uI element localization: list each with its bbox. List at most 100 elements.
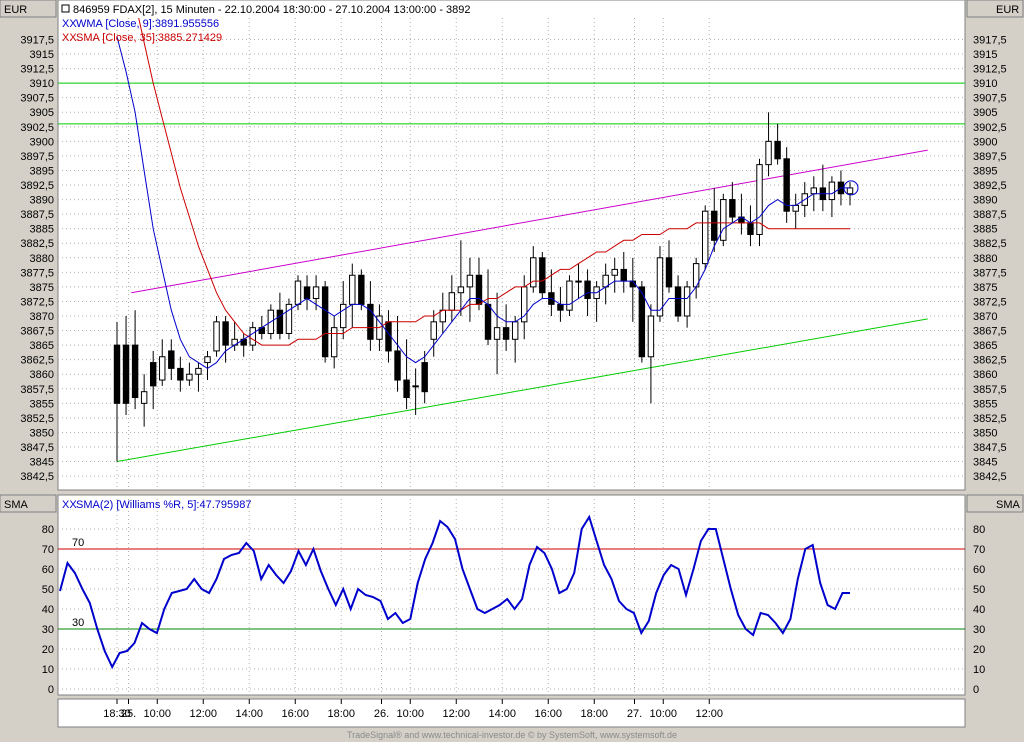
- candle-body: [493, 327, 501, 340]
- price-tick-left: 3895: [30, 165, 54, 177]
- price-tick-left: 3870: [30, 311, 54, 323]
- candle-body: [557, 303, 564, 311]
- price-tick-left: 3902,5: [20, 122, 54, 134]
- price-tick-left: 3912,5: [20, 64, 54, 76]
- candle-body: [783, 158, 790, 212]
- candle-body: [729, 199, 736, 218]
- price-unit-right: EUR: [996, 4, 1019, 16]
- price-tick-left: 3887,5: [20, 209, 54, 221]
- candle-body: [149, 362, 157, 387]
- time-label: 18:00: [580, 708, 608, 720]
- price-tick-right: 3865: [973, 340, 997, 352]
- time-label: 18:30: [103, 708, 131, 720]
- candle-body: [349, 274, 356, 305]
- price-tick-right: 3905: [973, 107, 997, 119]
- price-tick-left: 3917,5: [20, 34, 54, 46]
- time-label: 27.: [627, 708, 642, 720]
- candle-body: [720, 199, 727, 241]
- price-tick-left: 3910: [30, 78, 54, 90]
- price-header: 846959 FDAX[2], 15 Minuten - 22.10.2004 …: [73, 4, 471, 16]
- price-tick-left: 3842,5: [20, 471, 54, 483]
- candle-body: [656, 257, 664, 317]
- time-label: 10:00: [649, 708, 677, 720]
- indicator-tick-right: 80: [973, 524, 985, 536]
- price-tick-left: 3847,5: [20, 442, 54, 454]
- indicator-tick-right: 20: [973, 644, 985, 656]
- price-tick-right: 3880: [973, 253, 997, 265]
- price-tick-left: 3865: [30, 340, 54, 352]
- price-tick-left: 3897,5: [20, 151, 54, 163]
- candle-body: [276, 309, 284, 334]
- candle-body: [584, 280, 591, 300]
- candle-body: [701, 210, 709, 265]
- candle-body: [213, 321, 220, 352]
- sma-label: SMA [Close, 35]:3885.271429: [76, 32, 222, 44]
- candle-body: [683, 286, 691, 317]
- price-tick-right: 3875: [973, 282, 997, 294]
- candle-body: [530, 257, 537, 288]
- time-label: 26.: [374, 708, 389, 720]
- window-icon: [61, 4, 70, 13]
- footer-credit: TradeSignal® and www.technical-investor.…: [346, 730, 678, 740]
- candle-body: [204, 356, 211, 364]
- candle-body: [159, 356, 166, 381]
- price-tick-left: 3880: [30, 253, 54, 265]
- price-tick-right: 3860: [973, 369, 997, 381]
- williams-label: SMA(2) [Williams %R, 5]:47.795987: [76, 499, 251, 511]
- candle-body: [647, 315, 655, 358]
- price-unit-left: EUR: [4, 4, 27, 16]
- candle-body: [312, 286, 320, 300]
- price-tick-right: 3872,5: [973, 296, 1007, 308]
- price-tick-right: 3890: [973, 195, 997, 207]
- candle-body: [611, 268, 618, 276]
- price-tick-right: 3850: [973, 427, 997, 439]
- candle-body: [113, 344, 121, 404]
- candle-body: [511, 321, 519, 340]
- price-tick-left: 3875: [30, 282, 54, 294]
- candle-body: [294, 280, 302, 305]
- candle-body: [321, 286, 329, 358]
- candle-body: [484, 303, 492, 340]
- candle-body: [747, 222, 754, 235]
- candle-body: [521, 286, 528, 323]
- time-label: 18:00: [327, 708, 355, 720]
- candle-body: [466, 274, 474, 288]
- williams-marker-icon: XX: [62, 499, 77, 511]
- price-tick-left: 3890: [30, 195, 54, 207]
- time-label: 10:00: [396, 708, 424, 720]
- indicator-tick-left: 50: [42, 584, 54, 596]
- candle-body: [168, 350, 175, 369]
- price-tick-right: 3845: [973, 457, 997, 469]
- price-tick-left: 3852,5: [20, 413, 54, 425]
- indicator-tick-left: 0: [48, 684, 54, 696]
- candle-body: [222, 321, 229, 346]
- price-tick-right: 3862,5: [973, 355, 1007, 367]
- price-unit-box-left: [0, 0, 57, 18]
- indicator-title-left: SMA: [4, 499, 29, 511]
- upper-trendline: [131, 149, 928, 294]
- price-tick-right: 3910: [973, 78, 997, 90]
- indicator-plot: 70 30: [58, 514, 965, 670]
- price-tick-left: 3860: [30, 369, 54, 381]
- wma-marker-icon: XX: [62, 18, 77, 30]
- candle-body: [177, 367, 184, 381]
- price-tick-right: 3852,5: [973, 413, 1007, 425]
- williams-line: [59, 514, 850, 670]
- price-tick-right: 3882,5: [973, 238, 1007, 250]
- candle-body: [502, 327, 510, 340]
- price-tick-right: 3915: [973, 49, 997, 61]
- time-axis-strip: [57, 698, 966, 728]
- time-label: 16:00: [281, 708, 309, 720]
- price-tick-left: 3877,5: [20, 267, 54, 279]
- candle-body: [186, 373, 193, 381]
- price-tick-right: 3877,5: [973, 267, 1007, 279]
- candle-body: [566, 280, 573, 311]
- candle-body: [430, 321, 437, 340]
- price-tick-left: 3900: [30, 136, 54, 148]
- price-tick-left: 3855: [30, 398, 54, 410]
- indicator-tick-left: 20: [42, 644, 54, 656]
- price-plot: [58, 18, 965, 463]
- price-tick-right: 3912,5: [973, 64, 1007, 76]
- candle-body: [412, 385, 419, 388]
